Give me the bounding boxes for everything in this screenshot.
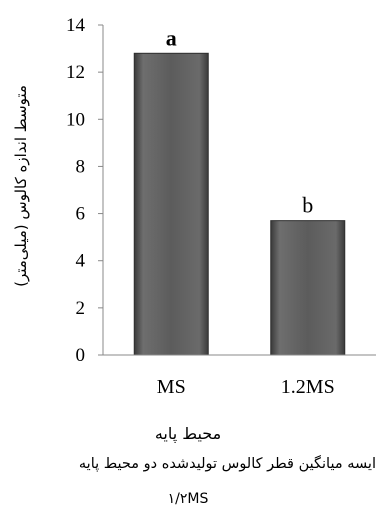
x-axis-title: محیط پایه [154,424,222,443]
y-tick-label: 4 [76,251,86,272]
y-tick-label: 6 [76,204,86,225]
y-tick-label: 14 [66,15,86,36]
figure-caption: ایسه میانگین قطر کالوس تولیدشده دو محیط … [78,456,376,472]
y-tick-label: 2 [76,298,86,319]
y-axis-title: متوسط اندازه کالوس (میلی‌متر) [12,85,30,287]
x-tick-label: 1.2MS [281,376,335,398]
y-axis: 0 2 4 6 8 10 12 14 [66,15,104,366]
y-tick-label: 12 [66,62,85,83]
figure-caption-line-2: ۱/۲MS [167,491,209,507]
x-axis: MS 1.2MS [103,354,376,398]
bar-data-label: b [302,193,313,218]
y-tick-label: 8 [76,156,86,177]
bar-data-label: a [166,25,177,50]
bars: ab [133,25,346,356]
bar-ms [133,52,209,356]
y-tick-label: 0 [76,345,86,366]
y-tick-label: 10 [66,109,85,130]
bar-1-2ms [270,220,346,356]
x-tick-label: MS [157,376,186,398]
